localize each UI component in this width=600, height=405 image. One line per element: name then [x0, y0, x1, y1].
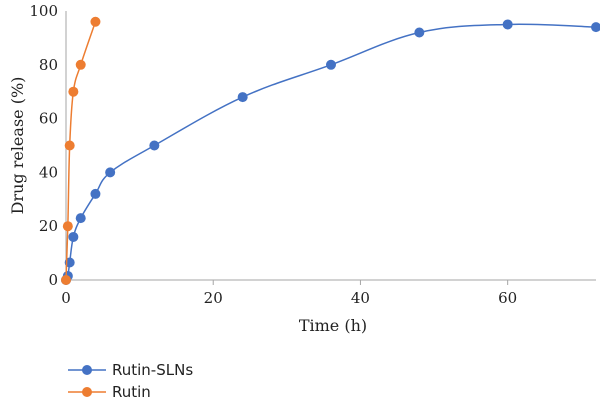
- legend-marker: [82, 387, 92, 397]
- data-point: [149, 140, 160, 151]
- x-tick-label: 60: [498, 289, 517, 307]
- data-point: [64, 140, 75, 151]
- data-point: [105, 167, 116, 178]
- data-point: [75, 213, 86, 224]
- y-tick-label: 40: [39, 163, 58, 181]
- legend: Rutin-SLNs Rutin: [68, 361, 193, 401]
- data-point: [62, 221, 73, 232]
- x-tick-label: 20: [204, 289, 223, 307]
- data-point: [591, 22, 600, 33]
- y-tick-label: 60: [39, 110, 58, 128]
- legend-label: Rutin: [112, 383, 151, 401]
- data-point: [68, 86, 79, 97]
- data-point: [75, 59, 86, 70]
- series-rutin: [61, 16, 101, 285]
- data-point: [61, 275, 71, 285]
- legend-item: Rutin-SLNs: [68, 361, 193, 379]
- legend-label: Rutin-SLNs: [112, 361, 193, 379]
- legend-marker: [82, 365, 92, 375]
- legend-item: Rutin: [68, 383, 151, 401]
- data-point: [68, 231, 79, 242]
- y-tick-label: 20: [39, 217, 58, 235]
- axes: [65, 11, 596, 281]
- data-point: [237, 92, 248, 103]
- series-rutin-slns: [61, 19, 600, 285]
- y-axis-title: Drug release (%): [8, 77, 27, 215]
- data-point: [90, 188, 101, 199]
- y-tick-label: 0: [48, 271, 58, 289]
- data-point: [502, 19, 513, 30]
- y-tick-labels: 0 20 40 60 80 100: [29, 2, 58, 289]
- x-tick-label: 0: [61, 289, 71, 307]
- x-tick-label: 40: [351, 289, 370, 307]
- data-point: [414, 27, 425, 38]
- x-tick-labels: 0 20 40 60: [61, 280, 517, 307]
- y-tick-label: 100: [29, 2, 58, 20]
- y-tick-label: 80: [39, 56, 58, 74]
- data-point: [326, 59, 336, 70]
- x-axis-title: Time (h): [299, 316, 367, 335]
- series-layer: [61, 16, 600, 285]
- data-point: [90, 16, 101, 27]
